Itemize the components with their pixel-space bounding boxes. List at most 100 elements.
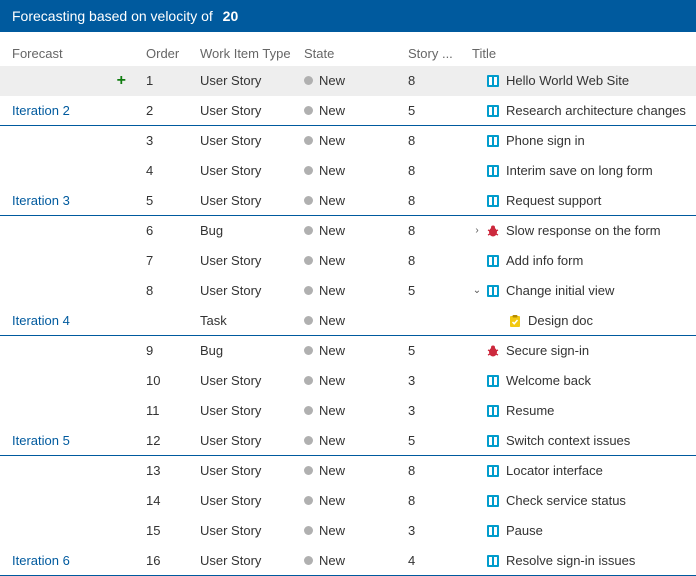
state-dot-icon bbox=[304, 436, 313, 445]
order-cell: 5 bbox=[140, 193, 194, 208]
table-row[interactable]: Iteration 22User StoryNew5›Research arch… bbox=[0, 96, 696, 126]
state-dot-icon bbox=[304, 406, 313, 415]
user-story-icon bbox=[486, 164, 500, 178]
work-item-title[interactable]: Resume bbox=[506, 403, 554, 418]
title-cell[interactable]: ›Pause bbox=[466, 523, 696, 538]
table-row[interactable]: Iteration 4TaskNew›Design doc bbox=[0, 306, 696, 336]
iteration-label[interactable]: Iteration 2 bbox=[12, 103, 70, 118]
work-item-title[interactable]: Check service status bbox=[506, 493, 626, 508]
work-item-title[interactable]: Phone sign in bbox=[506, 133, 585, 148]
title-cell[interactable]: › Slow response on the form bbox=[466, 223, 696, 238]
work-item-title[interactable]: Interim save on long form bbox=[506, 163, 653, 178]
col-forecast[interactable]: Forecast bbox=[0, 36, 140, 61]
title-cell[interactable]: ›Check service status bbox=[466, 493, 696, 508]
title-cell[interactable]: ›Welcome back bbox=[466, 373, 696, 388]
col-title[interactable]: Title bbox=[466, 36, 696, 61]
title-cell[interactable]: ›Locator interface bbox=[466, 463, 696, 478]
title-cell[interactable]: ›Research architecture changes bbox=[466, 103, 696, 118]
work-item-title[interactable]: Resolve sign-in issues bbox=[506, 553, 635, 568]
table-row[interactable]: 13User StoryNew8›Locator interface bbox=[0, 456, 696, 486]
table-row[interactable]: 7User StoryNew8›Add info form bbox=[0, 246, 696, 276]
title-cell[interactable]: ›Add info form bbox=[466, 253, 696, 268]
work-item-title[interactable]: Research architecture changes bbox=[506, 103, 686, 118]
col-order[interactable]: Order bbox=[140, 36, 194, 61]
order-cell: 14 bbox=[140, 493, 194, 508]
iteration-label[interactable]: Iteration 4 bbox=[12, 313, 70, 328]
type-cell: Bug bbox=[194, 343, 298, 358]
user-story-icon bbox=[486, 434, 500, 448]
state-cell: New bbox=[298, 493, 402, 508]
title-cell[interactable]: ›Phone sign in bbox=[466, 133, 696, 148]
col-state[interactable]: State bbox=[298, 36, 402, 61]
work-item-title[interactable]: Design doc bbox=[528, 313, 593, 328]
state-dot-icon bbox=[304, 226, 313, 235]
order-cell: 10 bbox=[140, 373, 194, 388]
story-points-cell: 5 bbox=[402, 283, 466, 298]
table-row[interactable]: Iteration 35User StoryNew8›Request suppo… bbox=[0, 186, 696, 216]
user-story-icon bbox=[486, 494, 500, 508]
title-cell[interactable]: ›Hello World Web Site bbox=[466, 73, 696, 88]
work-item-title[interactable]: Welcome back bbox=[506, 373, 591, 388]
work-item-title[interactable]: Pause bbox=[506, 523, 543, 538]
title-cell[interactable]: ›Secure sign-in bbox=[466, 343, 696, 358]
title-cell[interactable]: ›Request support bbox=[466, 193, 696, 208]
iteration-label[interactable]: Iteration 6 bbox=[12, 553, 70, 568]
table-row[interactable]: 15User StoryNew3›Pause bbox=[0, 516, 696, 546]
state-dot-icon bbox=[304, 286, 313, 295]
type-cell: User Story bbox=[194, 433, 298, 448]
chevron-right-icon[interactable]: › bbox=[472, 225, 482, 236]
col-type[interactable]: Work Item Type bbox=[194, 36, 298, 61]
state-dot-icon bbox=[304, 466, 313, 475]
work-item-title[interactable]: Add info form bbox=[506, 253, 583, 268]
work-item-title[interactable]: Locator interface bbox=[506, 463, 603, 478]
story-points-cell: 8 bbox=[402, 163, 466, 178]
story-points-cell: 3 bbox=[402, 523, 466, 538]
table-row[interactable]: 10User StoryNew3›Welcome back bbox=[0, 366, 696, 396]
table-row[interactable]: Iteration 512User StoryNew5›Switch conte… bbox=[0, 426, 696, 456]
state-cell: New bbox=[298, 523, 402, 538]
title-cell[interactable]: ›Design doc bbox=[466, 313, 696, 328]
type-cell: User Story bbox=[194, 493, 298, 508]
state-dot-icon bbox=[304, 496, 313, 505]
work-item-title[interactable]: Change initial view bbox=[506, 283, 614, 298]
work-item-title[interactable]: Hello World Web Site bbox=[506, 73, 629, 88]
title-cell[interactable]: ⌄ Change initial view bbox=[466, 283, 696, 298]
state-cell: New bbox=[298, 553, 402, 568]
col-story[interactable]: Story ... bbox=[402, 36, 466, 61]
story-points-cell: 5 bbox=[402, 103, 466, 118]
table-row[interactable]: 4User StoryNew8›Interim save on long for… bbox=[0, 156, 696, 186]
chevron-down-icon[interactable]: ⌄ bbox=[472, 285, 482, 296]
state-cell: New bbox=[298, 103, 402, 118]
table-row[interactable]: +1User StoryNew8›Hello World Web Site bbox=[0, 66, 696, 96]
title-cell[interactable]: ›Interim save on long form bbox=[466, 163, 696, 178]
user-story-icon bbox=[486, 104, 500, 118]
state-dot-icon bbox=[304, 136, 313, 145]
table-row[interactable]: 9BugNew5›Secure sign-in bbox=[0, 336, 696, 366]
table-row[interactable]: 6BugNew8›Slow response on the form bbox=[0, 216, 696, 246]
state-cell: New bbox=[298, 193, 402, 208]
type-cell: User Story bbox=[194, 283, 298, 298]
table-row[interactable]: 3User StoryNew8›Phone sign in bbox=[0, 126, 696, 156]
story-points-cell: 8 bbox=[402, 253, 466, 268]
story-points-cell: 4 bbox=[402, 553, 466, 568]
work-item-title[interactable]: Request support bbox=[506, 193, 601, 208]
add-item-button[interactable]: + bbox=[0, 72, 140, 90]
table-row[interactable]: Iteration 616User StoryNew4›Resolve sign… bbox=[0, 546, 696, 576]
table-row[interactable]: 14User StoryNew8›Check service status bbox=[0, 486, 696, 516]
state-cell: New bbox=[298, 163, 402, 178]
title-cell[interactable]: ›Resolve sign-in issues bbox=[466, 553, 696, 568]
state-dot-icon bbox=[304, 166, 313, 175]
table-row[interactable]: 11User StoryNew3›Resume bbox=[0, 396, 696, 426]
title-cell[interactable]: ›Resume bbox=[466, 403, 696, 418]
story-points-cell: 8 bbox=[402, 73, 466, 88]
order-cell: 9 bbox=[140, 343, 194, 358]
title-cell[interactable]: ›Switch context issues bbox=[466, 433, 696, 448]
table-row[interactable]: 8User StoryNew5⌄Change initial view bbox=[0, 276, 696, 306]
iteration-label[interactable]: Iteration 5 bbox=[12, 433, 70, 448]
work-item-title[interactable]: Slow response on the form bbox=[506, 223, 661, 238]
work-item-title[interactable]: Secure sign-in bbox=[506, 343, 589, 358]
story-points-cell: 3 bbox=[402, 403, 466, 418]
work-item-title[interactable]: Switch context issues bbox=[506, 433, 630, 448]
iteration-label[interactable]: Iteration 3 bbox=[12, 193, 70, 208]
type-cell: User Story bbox=[194, 193, 298, 208]
